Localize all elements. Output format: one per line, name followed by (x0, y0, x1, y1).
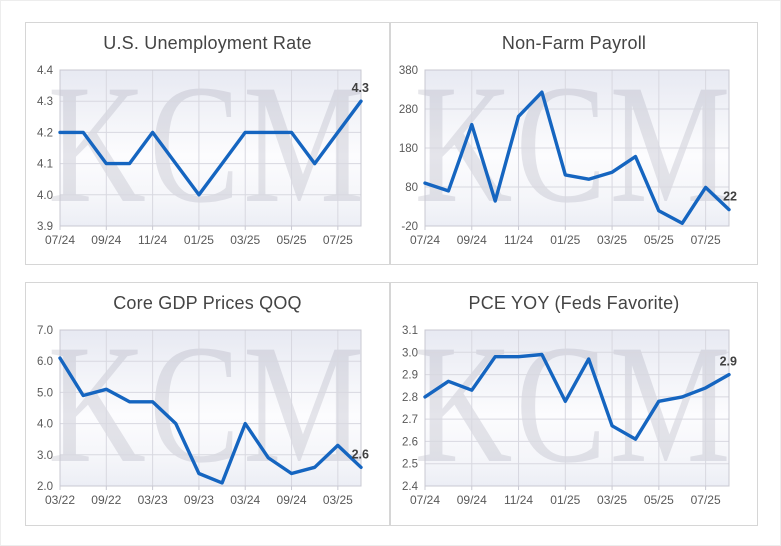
gdp-prices-line-chart: 7.0 6.0 5.0 4.0 3.0 2.003/22 09/22 03/23 09/23 03… (37, 325, 369, 507)
plot-area-background (425, 330, 729, 486)
x-tick-label: 09/22 (91, 493, 121, 507)
x-tick-label: 01/25 (550, 233, 580, 247)
x-tick-label: 07/24 (410, 493, 440, 507)
plot-border (59, 69, 362, 227)
y-tick-label: 380 (399, 65, 418, 77)
data-line (58, 99, 363, 197)
x-tick-label: 07/24 (45, 233, 75, 247)
y-tick-label: 2.4 (402, 481, 419, 493)
y-tick-label: 3.9 (37, 221, 53, 233)
y-tick-label: 3.0 (37, 450, 53, 462)
x-tick-label: 03/25 (230, 233, 260, 247)
x-tick-label: 09/24 (457, 233, 487, 247)
y-tick-label: 4.1 (37, 159, 53, 171)
chart-card-nonfarm-payroll: KCM Non-Farm Payroll 38028018080-2007/24… (390, 22, 758, 265)
chart-title: PCE YOY (Feds Favorite) (468, 293, 680, 313)
y-tick-label: 2.5 (402, 459, 418, 471)
y-tick-label: 2.8 (402, 392, 418, 404)
y-tick-label: 5.0 (37, 387, 53, 399)
plot-border (59, 329, 362, 487)
x-tick-label: 09/24 (277, 493, 307, 507)
last-value-label: 2.9 (720, 355, 737, 369)
chart-title: Core GDP Prices QOQ (113, 293, 302, 313)
y-tick-label: 7.0 (37, 325, 53, 337)
y-tick-label: 6.0 (37, 356, 53, 368)
pce-line-chart: 3.1 3.0 2.9 2.8 2.7 2.6 2.5 2.407/24 09/24 11/24 0… (402, 325, 737, 507)
y-tick-label: 3.1 (402, 325, 418, 337)
y-tick-label: 80 (405, 182, 418, 194)
x-tick-label: 11/24 (504, 233, 533, 247)
x-tick-label: 09/23 (184, 493, 214, 507)
chart-card-unemployment: KCM U.S. Unemployment Rate 4.44.34.24.14… (25, 22, 390, 265)
x-tick-label: 05/25 (277, 233, 307, 247)
x-tick-label: 01/25 (184, 233, 214, 247)
y-tick-label: 4.0 (37, 190, 53, 202)
chart-title: Non-Farm Payroll (501, 33, 647, 53)
x-tick-label: 11/24 (138, 233, 167, 247)
y-tick-label: 2.9 (402, 370, 418, 382)
data-line (58, 356, 363, 485)
y-tick-label: 280 (399, 104, 418, 116)
x-tick-label: 03/25 (323, 493, 353, 507)
x-tick-label: 11/24 (504, 493, 533, 507)
data-line (423, 352, 731, 441)
chart-card-pce-yoy: KCM PCE YOY (Feds Favorite) 3.13.02.92.8… (390, 282, 758, 526)
x-tick-label: 05/25 (644, 233, 674, 247)
y-tick-label: 2.7 (402, 414, 418, 426)
x-tick-label: 07/25 (691, 233, 721, 247)
x-tick-label: 07/25 (691, 493, 721, 507)
last-value-label: 22 (723, 190, 737, 204)
x-tick-label: 01/25 (550, 493, 580, 507)
last-value-label: 2.6 (352, 447, 369, 461)
plot-area-background (60, 330, 361, 486)
y-tick-label: 2.6 (402, 436, 418, 448)
data-line (423, 90, 731, 226)
x-tick-label: 03/23 (138, 493, 168, 507)
x-tick-label: 07/24 (410, 233, 440, 247)
x-tick-label: 03/25 (597, 493, 627, 507)
x-tick-label: 07/25 (323, 233, 353, 247)
x-tick-label: 03/24 (230, 493, 260, 507)
y-tick-label: 2.0 (37, 481, 53, 493)
x-tick-label: 05/25 (644, 493, 674, 507)
last-value-label: 4.3 (352, 81, 369, 95)
y-tick-label: 180 (399, 143, 418, 155)
y-tick-label: 4.0 (37, 419, 53, 431)
plot-border (424, 69, 730, 227)
y-tick-label: -20 (401, 221, 418, 233)
chart-card-core-gdp-prices: KCM Core GDP Prices QOQ 7.06.05.04.03.02… (25, 282, 390, 526)
plot-area-background (60, 70, 361, 226)
x-tick-label: 09/24 (91, 233, 121, 247)
y-tick-label: 4.2 (37, 127, 53, 139)
unemployment-line-chart: 4.4 4.3 4.2 4.1 4.0 3.907/24 09/24 11/24 01/25 03… (37, 65, 369, 247)
plot-border (424, 329, 730, 487)
x-tick-label: 03/22 (45, 493, 75, 507)
x-tick-label: 09/24 (457, 493, 487, 507)
chart-title: U.S. Unemployment Rate (103, 33, 312, 53)
y-tick-label: 4.3 (37, 96, 53, 108)
y-tick-label: 4.4 (37, 65, 54, 77)
x-tick-label: 03/25 (597, 233, 627, 247)
y-tick-label: 3.0 (402, 347, 418, 359)
